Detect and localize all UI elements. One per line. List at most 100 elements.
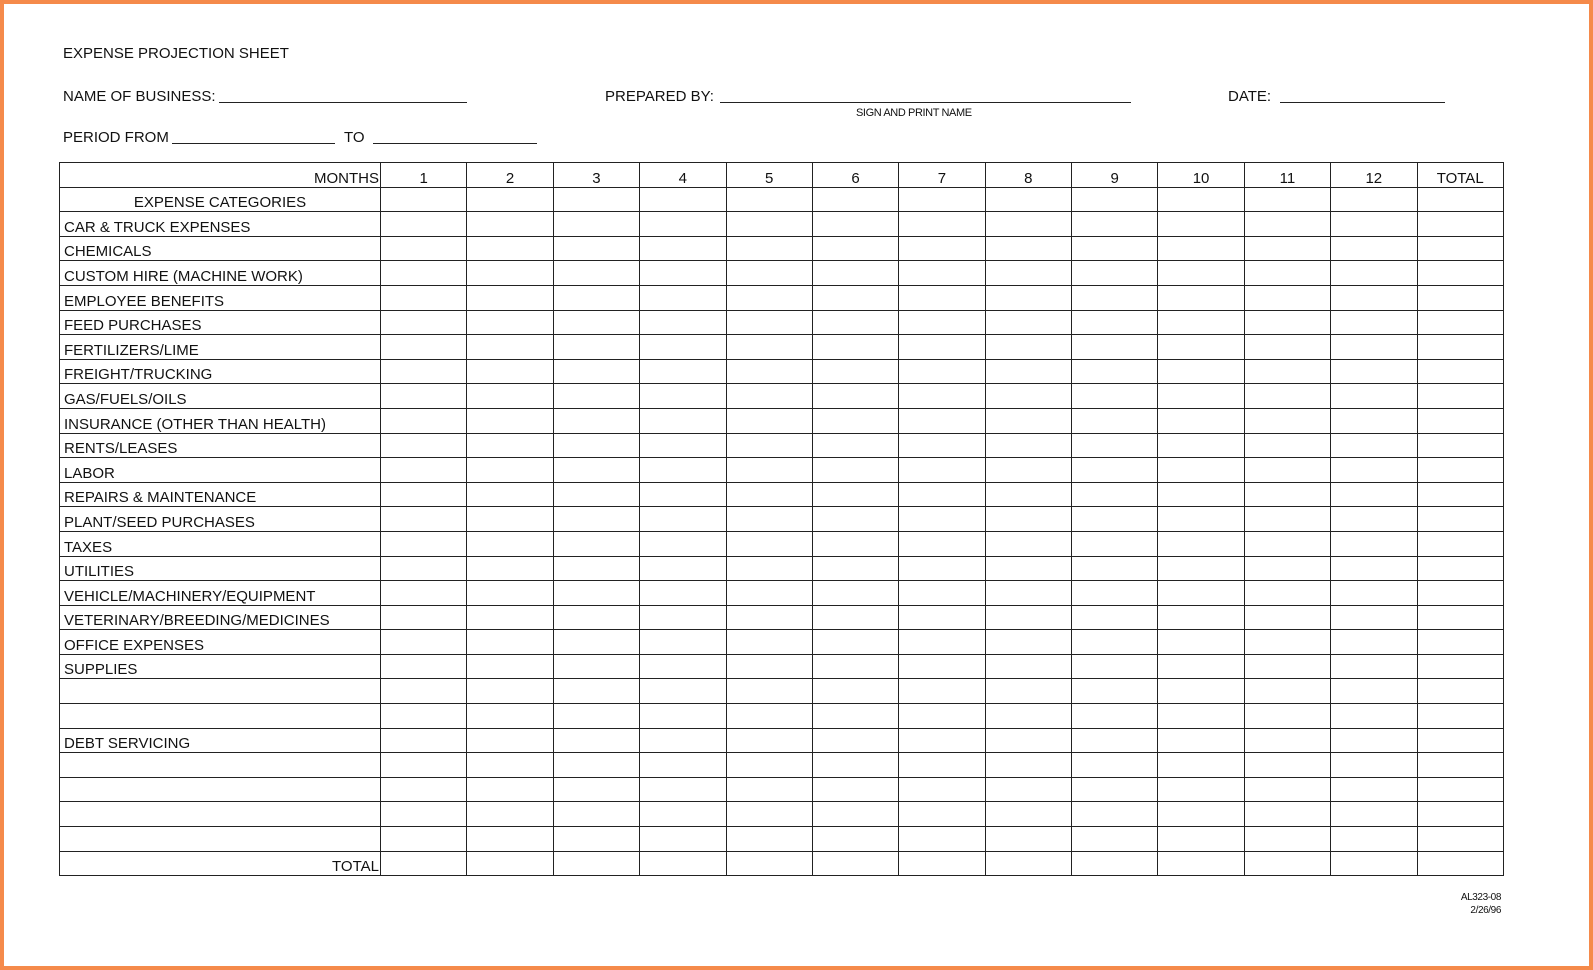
value-cell[interactable] [811, 580, 900, 606]
value-cell[interactable] [1243, 580, 1332, 606]
value-cell[interactable] [1243, 653, 1332, 680]
value-cell[interactable] [1157, 235, 1245, 262]
value-cell[interactable] [1330, 407, 1418, 434]
value-cell[interactable] [1243, 629, 1332, 655]
value-cell[interactable] [1070, 703, 1159, 729]
value-cell[interactable] [1330, 678, 1418, 705]
value-cell[interactable] [552, 703, 641, 729]
value-cell[interactable] [811, 604, 900, 631]
value-cell[interactable] [466, 358, 554, 385]
value-cell[interactable] [639, 555, 727, 582]
value-cell[interactable] [552, 432, 641, 459]
value-cell[interactable] [1070, 235, 1159, 262]
value-cell[interactable] [725, 678, 813, 705]
value-cell[interactable] [379, 555, 468, 582]
value-cell[interactable] [1330, 604, 1418, 631]
total-cell[interactable] [466, 850, 554, 877]
value-cell[interactable] [984, 629, 1073, 655]
value-cell[interactable] [1243, 727, 1332, 754]
value-cell[interactable] [552, 653, 641, 680]
value-cell[interactable] [1243, 186, 1332, 213]
value-cell[interactable] [639, 481, 727, 508]
value-cell[interactable] [552, 211, 641, 237]
value-cell[interactable] [379, 358, 468, 385]
value-cell[interactable] [639, 678, 727, 705]
value-cell[interactable] [1416, 678, 1504, 705]
value-cell[interactable] [1243, 752, 1332, 778]
value-cell[interactable] [1157, 604, 1245, 631]
value-cell[interactable] [811, 407, 900, 434]
value-cell[interactable] [898, 580, 986, 606]
value-cell[interactable] [466, 481, 554, 508]
value-cell[interactable] [725, 211, 813, 237]
value-cell[interactable] [639, 604, 727, 631]
value-cell[interactable] [1157, 383, 1245, 409]
value-cell[interactable] [466, 383, 554, 409]
value-cell[interactable] [379, 235, 468, 262]
value-cell[interactable] [1416, 604, 1504, 631]
value-cell[interactable] [379, 481, 468, 508]
value-cell[interactable] [639, 457, 727, 483]
value-cell[interactable] [811, 776, 900, 803]
value-cell[interactable] [1070, 284, 1159, 311]
value-cell[interactable] [811, 186, 900, 213]
value-cell[interactable] [984, 703, 1073, 729]
value-cell[interactable] [1070, 186, 1159, 213]
value-cell[interactable] [984, 284, 1073, 311]
value-cell[interactable] [1157, 776, 1245, 803]
value-cell[interactable] [984, 432, 1073, 459]
business-field[interactable] [219, 102, 467, 103]
value-cell[interactable] [725, 358, 813, 385]
value-cell[interactable] [1070, 334, 1159, 360]
value-cell[interactable] [466, 407, 554, 434]
value-cell[interactable] [725, 629, 813, 655]
value-cell[interactable] [1070, 678, 1159, 705]
value-cell[interactable] [466, 506, 554, 532]
total-cell[interactable] [898, 850, 986, 877]
value-cell[interactable] [898, 260, 986, 286]
value-cell[interactable] [466, 653, 554, 680]
value-cell[interactable] [639, 530, 727, 557]
value-cell[interactable] [1157, 211, 1245, 237]
value-cell[interactable] [1243, 678, 1332, 705]
value-cell[interactable] [466, 235, 554, 262]
value-cell[interactable] [1416, 186, 1504, 213]
value-cell[interactable] [379, 678, 468, 705]
value-cell[interactable] [898, 407, 986, 434]
value-cell[interactable] [1070, 629, 1159, 655]
value-cell[interactable] [1330, 235, 1418, 262]
total-cell[interactable] [1243, 850, 1332, 877]
value-cell[interactable] [725, 801, 813, 828]
value-cell[interactable] [1416, 506, 1504, 532]
value-cell[interactable] [1157, 309, 1245, 336]
value-cell[interactable] [552, 678, 641, 705]
value-cell[interactable] [552, 284, 641, 311]
value-cell[interactable] [725, 432, 813, 459]
value-cell[interactable] [1070, 358, 1159, 385]
value-cell[interactable] [1070, 555, 1159, 582]
value-cell[interactable] [1416, 826, 1504, 852]
value-cell[interactable] [1330, 506, 1418, 532]
value-cell[interactable] [725, 653, 813, 680]
value-cell[interactable] [1330, 703, 1418, 729]
value-cell[interactable] [466, 776, 554, 803]
value-cell[interactable] [1070, 801, 1159, 828]
value-cell[interactable] [1243, 481, 1332, 508]
value-cell[interactable] [466, 604, 554, 631]
value-cell[interactable] [1416, 555, 1504, 582]
value-cell[interactable] [725, 826, 813, 852]
value-cell[interactable] [379, 334, 468, 360]
value-cell[interactable] [811, 555, 900, 582]
value-cell[interactable] [379, 703, 468, 729]
value-cell[interactable] [898, 358, 986, 385]
value-cell[interactable] [1416, 703, 1504, 729]
value-cell[interactable] [466, 457, 554, 483]
value-cell[interactable] [1416, 260, 1504, 286]
value-cell[interactable] [1330, 555, 1418, 582]
value-cell[interactable] [1330, 358, 1418, 385]
value-cell[interactable] [1243, 334, 1332, 360]
value-cell[interactable] [1243, 211, 1332, 237]
value-cell[interactable] [984, 653, 1073, 680]
value-cell[interactable] [379, 309, 468, 336]
value-cell[interactable] [639, 309, 727, 336]
